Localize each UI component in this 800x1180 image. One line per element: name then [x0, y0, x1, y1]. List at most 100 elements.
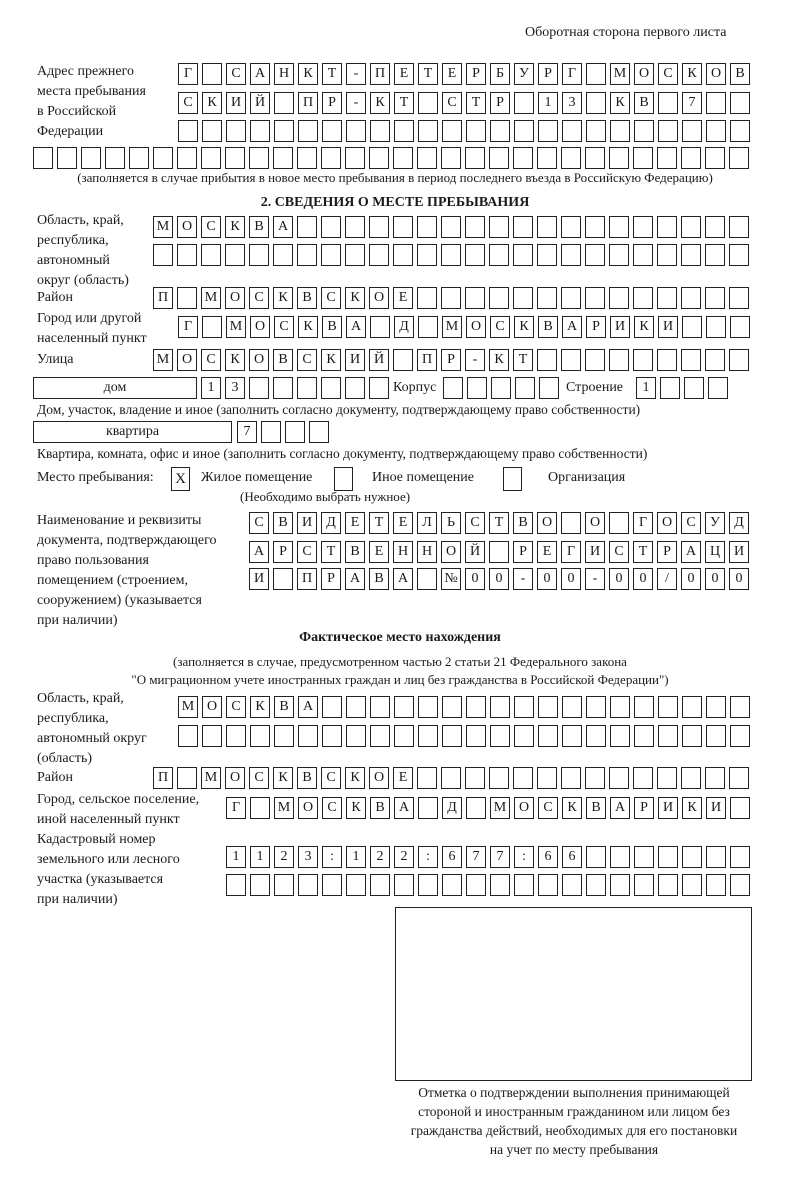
char-cell[interactable]: [705, 767, 725, 789]
char-cell[interactable]: Е: [442, 63, 462, 85]
char-cell[interactable]: М: [153, 349, 173, 371]
char-cell[interactable]: А: [298, 696, 318, 718]
char-cell[interactable]: [321, 147, 341, 169]
char-cell[interactable]: К: [298, 316, 318, 338]
char-cell[interactable]: 1: [201, 377, 221, 399]
char-cell[interactable]: [586, 696, 606, 718]
char-cell[interactable]: [81, 147, 101, 169]
char-cell[interactable]: К: [250, 696, 270, 718]
char-cell[interactable]: 7: [682, 92, 702, 114]
char-cell[interactable]: [417, 216, 437, 238]
char-cell[interactable]: Й: [369, 349, 389, 371]
char-cell[interactable]: Т: [394, 92, 414, 114]
char-cell[interactable]: [178, 120, 198, 142]
char-cell[interactable]: [226, 874, 246, 896]
char-cell[interactable]: [682, 846, 702, 868]
char-cell[interactable]: [441, 287, 461, 309]
char-cell[interactable]: [274, 120, 294, 142]
char-cell[interactable]: Г: [561, 541, 581, 563]
char-cell[interactable]: А: [610, 797, 630, 819]
char-cell[interactable]: В: [586, 797, 606, 819]
char-cell[interactable]: [489, 287, 509, 309]
char-cell[interactable]: [634, 846, 654, 868]
char-cell[interactable]: [561, 349, 581, 371]
char-cell[interactable]: К: [562, 797, 582, 819]
char-cell[interactable]: [682, 874, 702, 896]
char-cell[interactable]: О: [369, 287, 389, 309]
char-cell[interactable]: [562, 696, 582, 718]
char-cell[interactable]: 6: [442, 846, 462, 868]
char-cell[interactable]: [346, 874, 366, 896]
char-cell[interactable]: [442, 120, 462, 142]
char-cell[interactable]: [537, 216, 557, 238]
char-cell[interactable]: О: [369, 767, 389, 789]
char-cell[interactable]: В: [273, 512, 293, 534]
char-cell[interactable]: [513, 147, 533, 169]
char-cell[interactable]: 0: [705, 568, 725, 590]
char-cell[interactable]: Е: [393, 287, 413, 309]
char-cell[interactable]: [730, 874, 750, 896]
char-cell[interactable]: С: [297, 349, 317, 371]
char-cell[interactable]: П: [153, 767, 173, 789]
char-cell[interactable]: Е: [345, 512, 365, 534]
char-cell[interactable]: -: [346, 63, 366, 85]
char-cell[interactable]: [418, 725, 438, 747]
char-cell[interactable]: [153, 244, 173, 266]
char-cell[interactable]: [706, 316, 726, 338]
char-cell[interactable]: И: [706, 797, 726, 819]
char-cell[interactable]: [610, 846, 630, 868]
char-cell[interactable]: [609, 147, 629, 169]
char-cell[interactable]: [57, 147, 77, 169]
char-cell[interactable]: М: [201, 287, 221, 309]
char-cell[interactable]: 6: [538, 846, 558, 868]
char-cell[interactable]: [537, 244, 557, 266]
char-cell[interactable]: [585, 287, 605, 309]
char-cell[interactable]: Р: [490, 92, 510, 114]
char-cell[interactable]: 1: [250, 846, 270, 868]
char-cell[interactable]: [490, 725, 510, 747]
char-cell[interactable]: [657, 287, 677, 309]
char-cell[interactable]: В: [273, 349, 293, 371]
char-cell[interactable]: [633, 244, 653, 266]
char-cell[interactable]: :: [418, 846, 438, 868]
char-cell[interactable]: 7: [466, 846, 486, 868]
char-cell[interactable]: [729, 349, 749, 371]
char-cell[interactable]: [274, 874, 294, 896]
char-cell[interactable]: [490, 874, 510, 896]
char-cell[interactable]: [177, 767, 197, 789]
char-cell[interactable]: Е: [393, 767, 413, 789]
char-cell[interactable]: [513, 287, 533, 309]
char-cell[interactable]: -: [346, 92, 366, 114]
char-cell[interactable]: К: [682, 797, 702, 819]
char-cell[interactable]: М: [490, 797, 510, 819]
char-cell[interactable]: Т: [418, 63, 438, 85]
char-cell[interactable]: [489, 244, 509, 266]
char-cell[interactable]: [633, 147, 653, 169]
char-cell[interactable]: :: [514, 846, 534, 868]
char-cell[interactable]: [466, 797, 486, 819]
char-cell[interactable]: [514, 120, 534, 142]
char-cell[interactable]: Е: [394, 63, 414, 85]
char-cell[interactable]: Т: [489, 512, 509, 534]
char-cell[interactable]: С: [178, 92, 198, 114]
char-cell[interactable]: [298, 120, 318, 142]
char-cell[interactable]: С: [274, 316, 294, 338]
char-cell[interactable]: И: [345, 349, 365, 371]
char-cell[interactable]: [466, 874, 486, 896]
char-cell[interactable]: [177, 244, 197, 266]
char-cell[interactable]: [309, 421, 329, 443]
char-cell[interactable]: [345, 216, 365, 238]
char-cell[interactable]: [417, 287, 437, 309]
char-cell[interactable]: [730, 696, 750, 718]
char-cell[interactable]: [489, 216, 509, 238]
char-cell[interactable]: 0: [537, 568, 557, 590]
char-cell[interactable]: С: [297, 541, 317, 563]
char-cell[interactable]: [443, 377, 463, 399]
char-cell[interactable]: [681, 349, 701, 371]
char-cell[interactable]: П: [370, 63, 390, 85]
